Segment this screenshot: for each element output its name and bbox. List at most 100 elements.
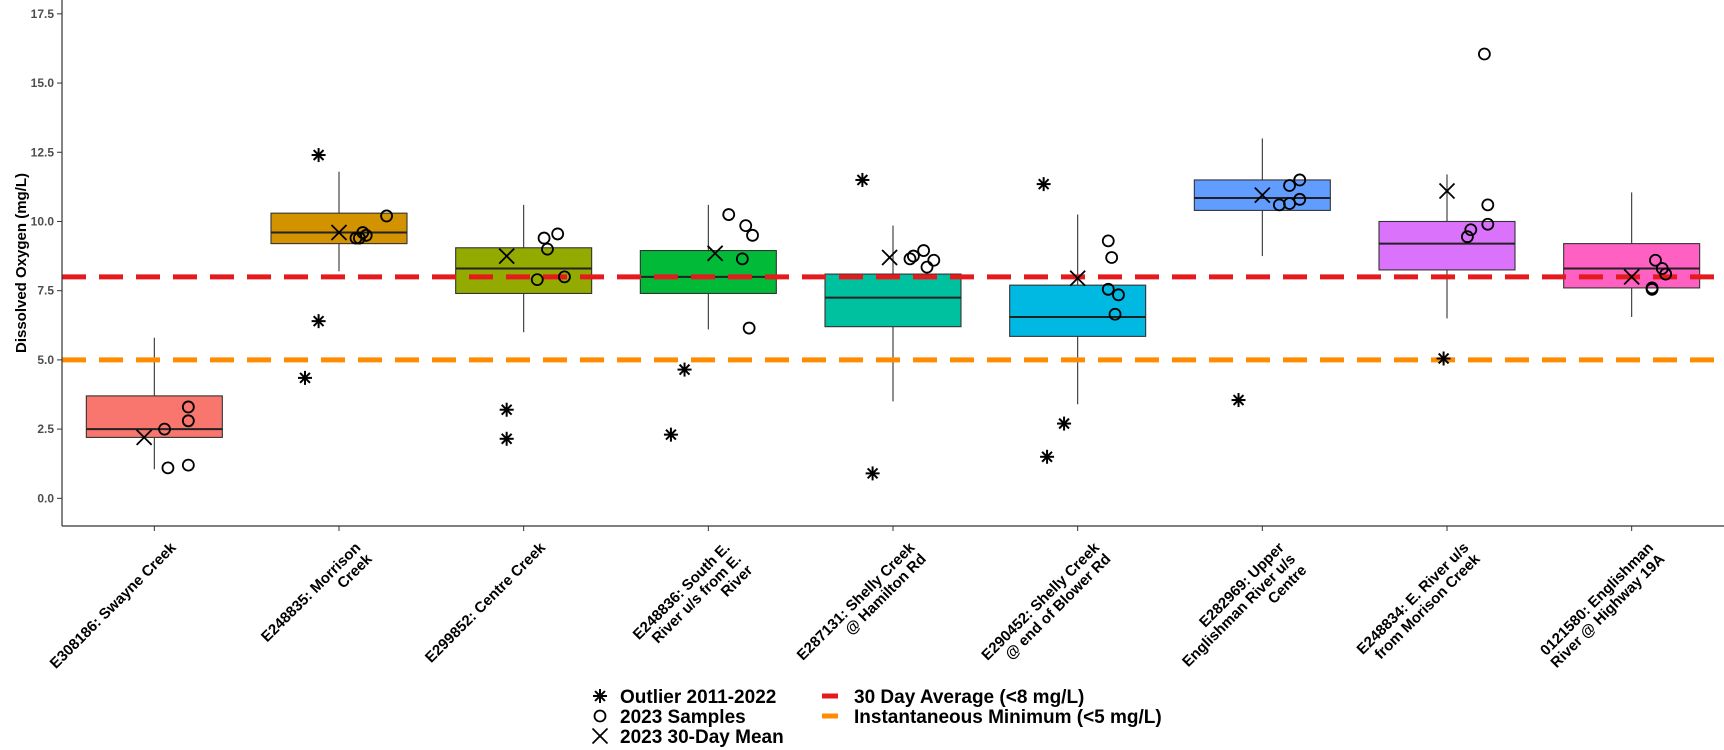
sample-point (558, 270, 571, 284)
plot-area (62, 47, 1724, 481)
sample-point (537, 231, 551, 245)
iqr-box (824, 273, 962, 328)
iqr-box (1378, 220, 1516, 271)
x-tick-label-4: E248836: South E.River u/s from E.River (630, 539, 757, 647)
sample-point (746, 228, 759, 242)
x-tick-label-1: E308186: Swayne Creek (47, 539, 180, 672)
x-tick-label-line: E287131: Shelly Creek (794, 539, 919, 664)
legend-label-mean: 2023 30-Day Mean (620, 727, 784, 748)
sample-point (1478, 47, 1491, 61)
sample-point (1481, 217, 1495, 231)
station-box-2 (270, 171, 408, 272)
outlier-point (677, 362, 692, 377)
sample-point (742, 321, 756, 335)
sample-point (735, 252, 749, 266)
sample-point (551, 227, 565, 241)
sample-point (352, 231, 366, 245)
iqr-box (270, 212, 408, 245)
sample-point (903, 252, 917, 266)
outlier-point (663, 427, 678, 442)
x-tick-label-line: E290452: Shelly Creek (978, 539, 1103, 664)
station-box-5 (824, 225, 962, 402)
sample-point (1293, 173, 1307, 187)
legend-label-outlier: Outlier 2011-2022 (620, 687, 776, 708)
sample-point (530, 273, 544, 287)
sample-point (907, 249, 920, 263)
x-tick-label-line: from Morison Creek (1371, 550, 1484, 663)
y-tick-label: 2.5 (37, 422, 54, 436)
legend-asterisk-icon (593, 689, 607, 703)
x-tick-label-line: E248834: E. River u/s (1354, 539, 1473, 658)
x-tick-label-line: River @ Highway 19A (1547, 550, 1668, 671)
x-tick-label-5: E287131: Shelly Creek@ Hamilton Rd (794, 539, 930, 664)
sample-point (1105, 251, 1119, 264)
x-tick-label-line: E248835: Morrison (258, 539, 364, 645)
sample-point (920, 260, 934, 274)
mean-marker (135, 429, 153, 446)
x-tick-label-line: 0121580: Englishman (1537, 539, 1657, 659)
iqr-box (639, 249, 777, 295)
legend-label-samples: 2023 Samples (620, 707, 746, 728)
sample-point (1108, 307, 1122, 321)
legend-circle-icon (593, 709, 607, 723)
outlier-point (1057, 416, 1072, 431)
x-tick-label-6: E290452: Shelly Creek@ end of Blower Rd (978, 539, 1115, 664)
y-tick-label: 17.5 (31, 7, 55, 21)
axes: 0.0 2.5 5.0 7.5 10.0 12.5 15.0 17.5 Dissolved Ox… (13, 0, 1724, 531)
mean-marker (706, 245, 724, 262)
outlier-point (311, 314, 326, 329)
outlier-point (311, 148, 326, 163)
station-box-9 (1563, 192, 1701, 317)
legend-label-30day: 30 Day Average (<8 mg/L) (854, 687, 1084, 708)
sample-point (158, 422, 171, 436)
sample-point (739, 219, 753, 233)
mean-marker (1069, 270, 1086, 287)
sample-point (1272, 198, 1286, 212)
station-box-6 (1009, 214, 1147, 405)
y-tick-label: 7.5 (37, 284, 54, 298)
outlier-point (298, 370, 312, 385)
y-tick-label: 5.0 (37, 353, 54, 367)
outlier-point (499, 402, 514, 417)
x-tick-label-line: Englishman River u/s (1179, 551, 1299, 671)
station-box-4 (639, 204, 777, 330)
x-tick-label-3: E299852: Centre Creek (422, 539, 549, 666)
iqr-box (85, 395, 223, 438)
station-box-1 (85, 337, 223, 470)
sample-point (349, 231, 363, 245)
sample-point (1481, 198, 1495, 212)
iqr-box (1563, 243, 1701, 289)
sample-point (1464, 223, 1478, 237)
y-tick-label: 12.5 (31, 145, 55, 159)
sample-point (1461, 230, 1474, 244)
outlier-point (865, 466, 880, 481)
sample-point (181, 400, 195, 414)
sample-point (917, 244, 930, 257)
station-box-7 (1193, 138, 1331, 257)
y-tick-label: 0.0 (37, 491, 54, 505)
mean-marker (1254, 187, 1271, 204)
sample-point (161, 461, 175, 475)
legend-label-instant-min: Instantaneous Minimum (<5 mg/L) (854, 707, 1162, 728)
sample-point (1659, 267, 1673, 281)
x-tick-label-line: @ end of Blower Rd (1002, 551, 1115, 664)
sample-point (181, 414, 195, 428)
station-box-8 (1378, 174, 1516, 319)
outlier-point (1040, 449, 1055, 464)
mean-marker (881, 249, 898, 266)
sample-point (1101, 282, 1115, 296)
outlier-point (1436, 351, 1451, 366)
sample-point (1645, 282, 1659, 296)
sample-point (380, 209, 394, 223)
iqr-box (1009, 284, 1147, 337)
sample-point (927, 253, 941, 267)
x-tick-label-line: E248836: South E. (630, 539, 734, 643)
y-tick-label: 15.0 (31, 76, 55, 90)
sample-point (541, 242, 554, 256)
y-axis-title: Dissolved Oxygen (mg/L) (13, 173, 30, 353)
